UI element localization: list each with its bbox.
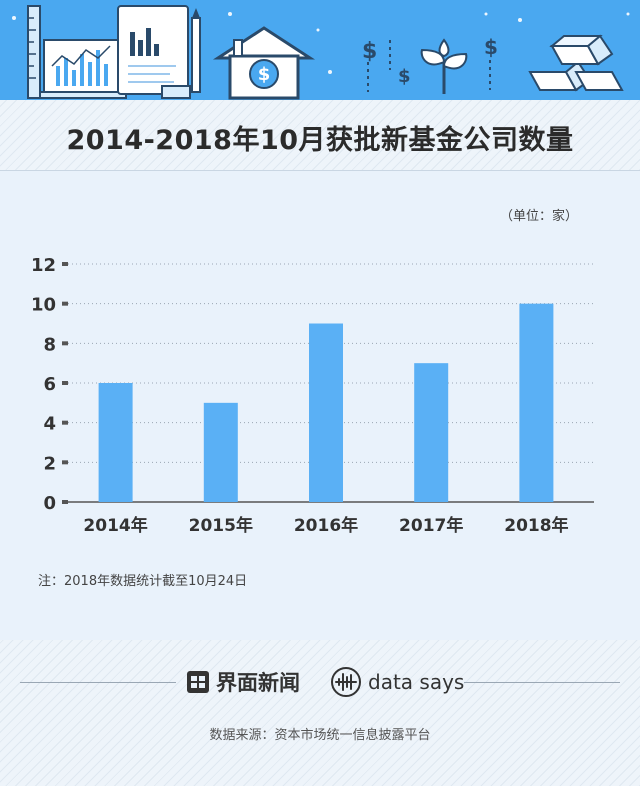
footer-band [0,640,640,786]
data-says-logo-icon [331,667,361,697]
chart-title: 2014-2018年10月获批新基金公司数量 [66,125,574,156]
y-tick-mark [62,341,68,346]
svg-text:$: $ [484,35,498,59]
bar [519,303,554,502]
footer-divider-right [464,682,620,683]
y-tick-mark [62,301,68,306]
y-tick-label: 8 [43,334,56,355]
document-chart-icon [117,5,191,99]
y-tick-mark [62,500,68,504]
brand-en: data says [368,670,465,694]
y-tick-label: 4 [43,414,56,435]
pencil-icon [191,8,201,93]
dollar-sign-icon: $ $ $ [362,35,498,87]
unit-label: （单位：家） [499,209,578,224]
header-banner: $ $ $ $ [0,0,640,100]
svg-text:$: $ [258,64,271,85]
bar-chart: 0 2 4 6 8 10 12 2014年 2015年 2016年 2017年 2018年 [31,255,594,536]
x-tick-label: 2015年 [189,515,253,536]
bar [203,402,238,502]
laptop-chart-icon [39,39,127,99]
y-tick-label: 12 [31,255,56,276]
house-dollar-icon: $ [212,26,316,100]
y-tick-label: 10 [31,295,56,316]
y-tick-mark [62,262,68,266]
y-tick-label: 2 [43,453,56,474]
ruler-icon [27,5,41,99]
y-tick-mark [62,381,68,385]
jiemian-logo-icon [187,671,209,693]
gold-bars-icon [528,34,624,92]
svg-text:$: $ [362,39,377,64]
brand-cn: 界面新闻 [216,671,300,695]
y-tick-label: 6 [43,374,56,395]
x-tick-label: 2018年 [504,515,568,536]
data-source: 数据来源：资本市场统一信息披露平台 [209,728,431,743]
footer-divider-left [20,682,176,683]
footnote: 注：2018年数据统计截至10月24日 [38,574,248,589]
x-tick-label: 2014年 [83,515,147,536]
bar [309,323,343,502]
y-tick-mark [62,460,68,465]
bar [98,383,133,502]
svg-text:$: $ [398,66,411,87]
x-tick-label: 2016年 [294,515,358,536]
jiemian-logo: 界面新闻 [186,667,300,697]
x-tick-label: 2017年 [399,515,463,536]
data-says-logo: data says [330,665,464,699]
y-tick-label: 0 [43,493,56,514]
bar [414,363,449,502]
banner-illustration: $ $ $ $ [12,5,630,100]
y-tick-mark [62,420,68,425]
plant-icon [420,38,468,94]
title-band [0,100,640,171]
